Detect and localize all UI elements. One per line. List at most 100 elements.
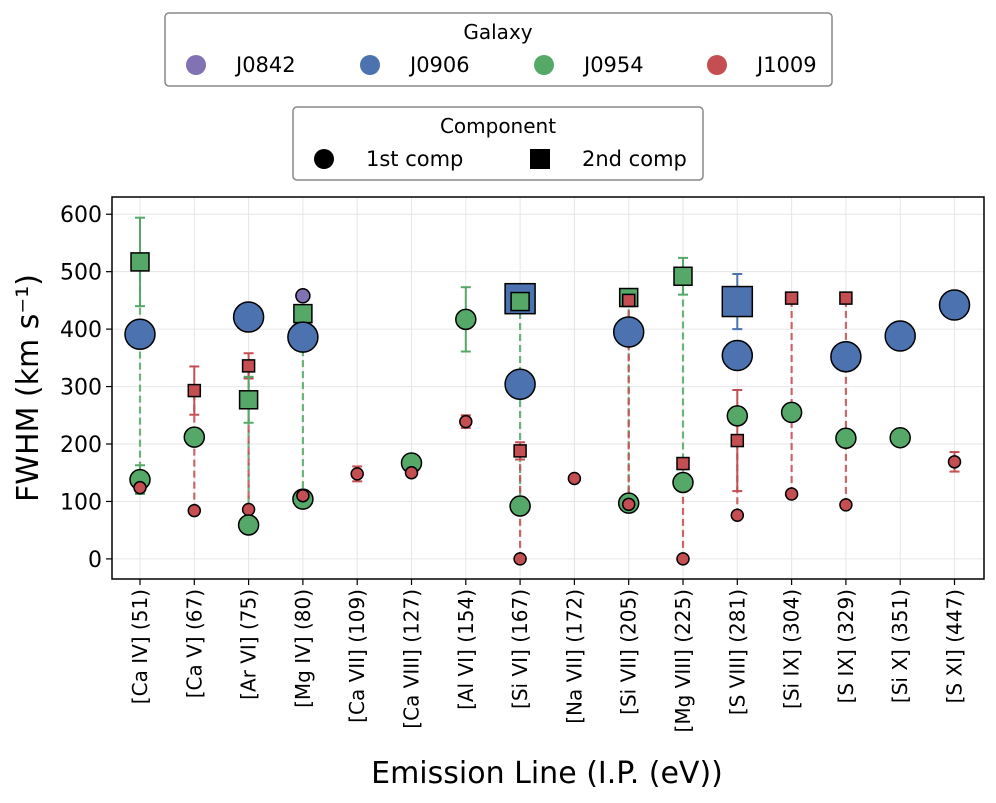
j0954-first-comp-point (509, 495, 531, 517)
x-tick-label: [Si IX] (304) (780, 589, 804, 709)
legend-item-j0906: J0906 (360, 53, 470, 77)
j0906-first-comp-point (884, 320, 916, 352)
j0954-first-comp-point (835, 427, 857, 450)
j0954-first-comp-point (183, 426, 206, 448)
legend-item-comp-1: 1st comp (314, 147, 463, 171)
j1009-second-comp-point (730, 433, 745, 448)
j1009-first-comp-point (947, 455, 962, 469)
j0954-second-comp-point (673, 266, 693, 287)
j1009-first-comp-point (676, 552, 690, 566)
j0906-second-comp-point (721, 285, 754, 318)
j1009-first-comp-point (567, 471, 582, 486)
x-tick-label: [Ca V] (67) (182, 589, 206, 698)
component-legend-title: Component (440, 114, 556, 138)
j1009-first-comp-point (784, 487, 799, 501)
j0954-first-comp-point (672, 471, 694, 494)
x-tick-label: [Na VII] (172) (562, 589, 586, 724)
legend-marker-j0842 (186, 55, 206, 75)
j1009-first-comp-point (187, 503, 202, 518)
j1009-first-comp-point (241, 502, 256, 517)
j1009-second-comp-point (839, 291, 853, 305)
x-tick-label: [Mg VIII] (225) (671, 589, 695, 732)
j0954-first-comp-point (455, 308, 477, 331)
legend-item-j0954: J0954 (534, 53, 644, 77)
j1009-first-comp-point (459, 414, 473, 429)
legend-marker-j1009 (707, 55, 727, 75)
j0906-first-comp-point (124, 318, 156, 351)
j1009-second-comp-point (513, 444, 527, 458)
j0906-first-comp-point (830, 340, 862, 373)
y-tick-label: 100 (60, 490, 102, 515)
x-tick-label: [S VIII] (281) (725, 589, 749, 715)
legend-label-j0954: J0954 (582, 53, 644, 77)
j0954-first-comp-point (780, 401, 803, 424)
legend-label-j0842: J0842 (234, 53, 296, 77)
x-tick-label: [Mg IV] (80) (291, 589, 315, 708)
plot-frame (111, 196, 985, 580)
x-tick-label: [Si X] (351) (888, 589, 912, 703)
j0954-second-comp-point (238, 390, 259, 410)
j0954-second-comp-point (293, 303, 313, 324)
legend-item-j0842: J0842 (186, 53, 296, 77)
legend-marker-j0954 (534, 55, 554, 75)
x-tick-label: [S XI] (447) (943, 589, 967, 703)
y-tick-label: 0 (88, 548, 102, 573)
y-tick-label: 500 (60, 261, 102, 286)
legend-label-comp-1: 1st comp (366, 147, 463, 171)
component-legend: Component 1st comp 2nd comp (292, 106, 704, 181)
j1009-first-comp-point (621, 497, 636, 512)
j0954-first-comp-point (889, 426, 911, 449)
x-tick-label: [Ar VI] (75) (237, 589, 261, 700)
x-tick-label: [Al VI] (154) (454, 589, 478, 710)
j1009-second-comp-point (784, 291, 799, 305)
j0906-first-comp-point (612, 316, 645, 348)
j0906-first-comp-point (232, 301, 265, 333)
j0842-first-comp-point (295, 288, 311, 304)
j1009-first-comp-point (350, 467, 364, 481)
legend-square-marker (530, 149, 550, 169)
j1009-first-comp-point (296, 488, 310, 503)
y-axis-label: FWHM (km s⁻¹) (11, 274, 46, 502)
galaxy-legend-frame (164, 12, 833, 87)
j1009-first-comp-point (513, 552, 527, 566)
axis-layer: [Ca IV] (51) [Ca V] (67) [Ar VI] (75) [Mg I… (60, 203, 967, 732)
x-tick-label: [Ca VIII] (127) (400, 589, 424, 729)
x-tick-label: [Ca IV] (51) (128, 589, 152, 704)
legend-label-j1009: J1009 (755, 53, 817, 77)
y-tick-label: 600 (60, 203, 102, 228)
legend-item-j1009: J1009 (707, 53, 817, 77)
x-axis-label: Emission Line (I.P. (eV)) (371, 756, 723, 791)
j0954-first-comp-point (726, 405, 749, 427)
galaxy-legend: Galaxy J0842 J0906 J0954 J1009 (164, 12, 833, 87)
x-tick-label: [Si VII] (205) (617, 589, 641, 715)
component-legend-frame (292, 106, 704, 181)
j1009-second-comp-point (241, 359, 256, 373)
j1009-second-comp-point (676, 456, 690, 471)
galaxy-legend-title: Galaxy (463, 20, 532, 44)
j1009-first-comp-point (730, 508, 745, 522)
j1009-first-comp-point (404, 465, 419, 480)
j0954-second-comp-point (510, 291, 530, 312)
x-tick-label: [S IX] (329) (834, 589, 858, 703)
legend-circle-marker (314, 149, 334, 169)
j0906-first-comp-point (721, 339, 754, 372)
j0954-first-comp-point (237, 514, 260, 536)
legend-label-comp-2: 2nd comp (582, 147, 687, 171)
j0906-first-comp-point (938, 289, 971, 321)
x-tick-label: [Si VI] (167) (508, 589, 532, 709)
j0906-first-comp-point (504, 368, 536, 401)
x-tick-label: [Ca VII] (109) (345, 589, 369, 723)
j0906-first-comp-point (287, 321, 319, 353)
legend-marker-j0906 (360, 55, 380, 75)
j1009-first-comp-point (133, 480, 147, 495)
j1009-second-comp-point (187, 383, 202, 398)
j0954-second-comp-point (130, 252, 150, 272)
marker-layer (124, 252, 971, 566)
legend-item-comp-2: 2nd comp (530, 147, 687, 171)
y-tick-label: 300 (60, 376, 102, 401)
j1009-first-comp-point (839, 498, 853, 512)
legend-label-j0906: J0906 (408, 53, 470, 77)
j1009-second-comp-point (621, 293, 636, 308)
y-tick-label: 200 (60, 433, 102, 458)
